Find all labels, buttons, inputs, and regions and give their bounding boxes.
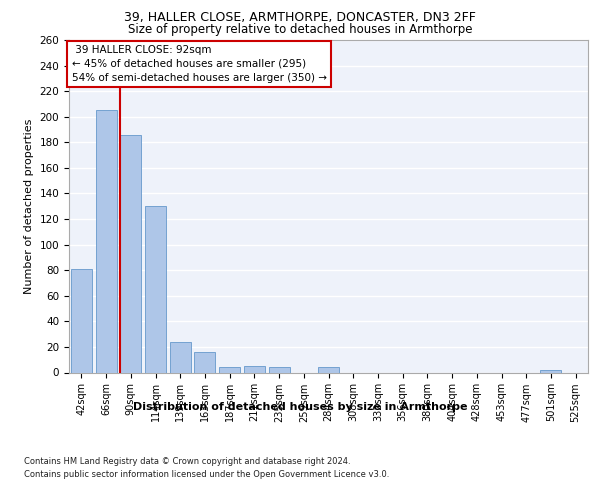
Bar [244, 366, 265, 372]
Bar [145, 206, 166, 372]
Bar [120, 134, 141, 372]
Bar [170, 342, 191, 372]
Bar [95, 110, 116, 372]
Text: Size of property relative to detached houses in Armthorpe: Size of property relative to detached ho… [128, 22, 472, 36]
Text: 39, HALLER CLOSE, ARMTHORPE, DONCASTER, DN3 2FF: 39, HALLER CLOSE, ARMTHORPE, DONCASTER, … [124, 11, 476, 24]
Bar [194, 352, 215, 372]
Text: Distribution of detached houses by size in Armthorpe: Distribution of detached houses by size … [133, 402, 467, 412]
Text: Contains public sector information licensed under the Open Government Licence v3: Contains public sector information licen… [24, 470, 389, 479]
Bar [219, 368, 240, 372]
Bar [269, 368, 290, 372]
Text: 39 HALLER CLOSE: 92sqm
← 45% of detached houses are smaller (295)
54% of semi-de: 39 HALLER CLOSE: 92sqm ← 45% of detached… [71, 45, 326, 83]
Bar [71, 269, 92, 372]
Bar [541, 370, 562, 372]
Text: Contains HM Land Registry data © Crown copyright and database right 2024.: Contains HM Land Registry data © Crown c… [24, 458, 350, 466]
Bar [318, 368, 339, 372]
Y-axis label: Number of detached properties: Number of detached properties [24, 118, 34, 294]
